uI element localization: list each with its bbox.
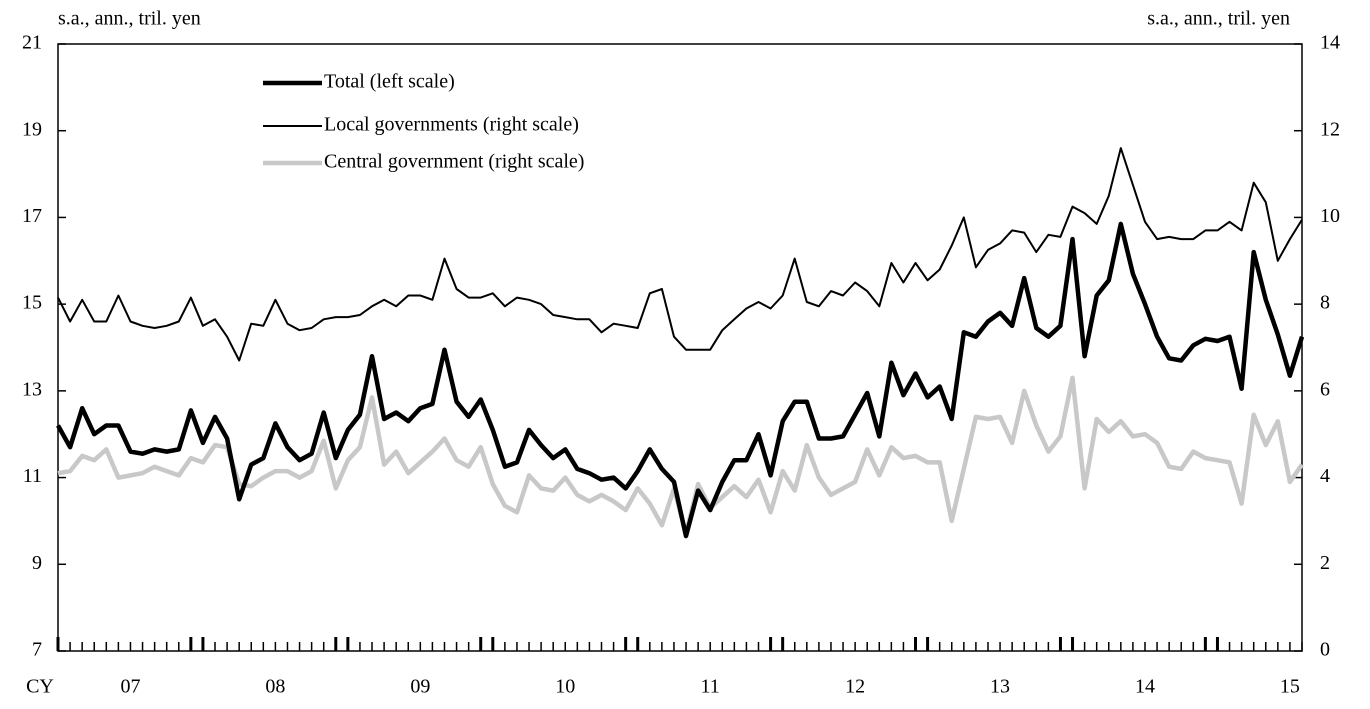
y2-tick-label: 0 bbox=[1320, 639, 1330, 661]
x-tick-label: 13 bbox=[990, 676, 1010, 698]
y-tick-label: 15 bbox=[22, 292, 42, 314]
legend-label: Local governments (right scale) bbox=[324, 114, 579, 136]
y-tick-label: 21 bbox=[22, 32, 42, 54]
y2-tick-label: 2 bbox=[1320, 552, 1330, 574]
series-line bbox=[56, 221, 1305, 539]
x-tick-label: 08 bbox=[265, 676, 285, 698]
y-tick-label: 9 bbox=[32, 552, 42, 574]
y2-axis-label: s.a., ann., tril. yen bbox=[1147, 8, 1290, 30]
y-tick-label: 19 bbox=[22, 118, 42, 140]
y-tick-label: 17 bbox=[22, 205, 42, 227]
y2-tick-label: 4 bbox=[1320, 465, 1330, 487]
legend-label: Central government (right scale) bbox=[324, 151, 584, 173]
y2-tick-label: 12 bbox=[1320, 118, 1340, 140]
legend-label: Total (left scale) bbox=[324, 71, 455, 93]
x-tick-label: 14 bbox=[1135, 676, 1155, 698]
plot-frame bbox=[57, 43, 1303, 652]
x-tick-label: 10 bbox=[555, 676, 575, 698]
x-axis-label: CY bbox=[26, 676, 54, 698]
x-tick-label: 11 bbox=[701, 676, 720, 698]
y-tick-label: 7 bbox=[32, 639, 42, 661]
x-tick-label: 07 bbox=[120, 676, 140, 698]
x-tick-label: 15 bbox=[1280, 676, 1300, 698]
series-line bbox=[57, 147, 1303, 362]
y-axis-label: s.a., ann., tril. yen bbox=[58, 8, 201, 30]
y-tick-label: 11 bbox=[23, 465, 42, 487]
y2-tick-label: 14 bbox=[1320, 32, 1340, 54]
y2-tick-label: 8 bbox=[1320, 292, 1330, 314]
y-tick-label: 13 bbox=[22, 378, 42, 400]
y2-tick-label: 6 bbox=[1320, 378, 1330, 400]
y2-tick-label: 10 bbox=[1320, 205, 1340, 227]
x-tick-label: 12 bbox=[845, 676, 865, 698]
x-tick-label: 09 bbox=[410, 676, 430, 698]
